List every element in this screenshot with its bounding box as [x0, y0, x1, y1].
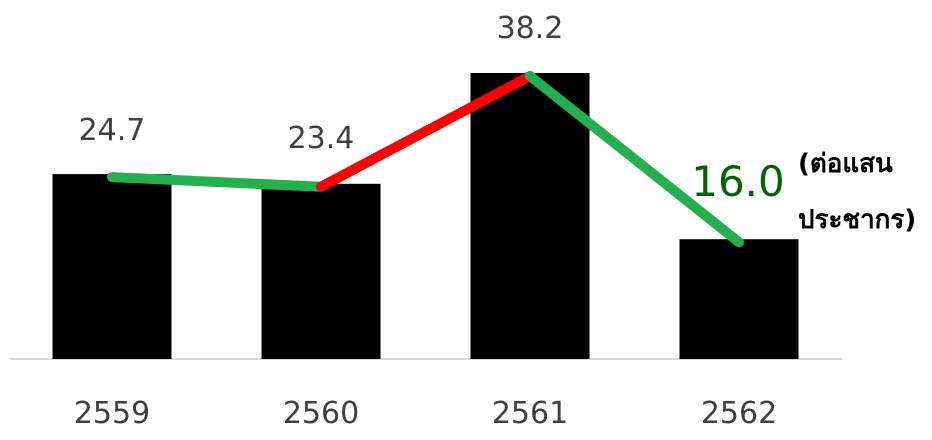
bars [52, 73, 799, 359]
value-label-2562: 16.0 [691, 157, 785, 206]
line-segment-2559-2560 [107, 172, 326, 192]
line-segment-2560-2561 [316, 71, 535, 192]
x-tick-labels: 2559 2560 2561 2562 [74, 396, 777, 431]
x-tick-label-2559: 2559 [74, 396, 150, 431]
bar-2560 [261, 183, 381, 359]
value-labels: 24.7 23.4 38.2 16.0 [79, 11, 785, 206]
x-tick-label-2560: 2560 [283, 396, 359, 431]
x-tick-label-2561: 2561 [492, 396, 568, 431]
trend-line [107, 71, 744, 248]
bar-2561 [470, 73, 590, 359]
x-tick-label-2562: 2562 [701, 396, 777, 431]
value-label-2561: 38.2 [497, 11, 564, 46]
unit-label: (ต่อแสน ประชากร) [798, 149, 917, 235]
value-label-2559: 24.7 [79, 113, 146, 148]
line-segment-2561-2562 [525, 71, 744, 248]
value-label-2560: 23.4 [288, 121, 355, 156]
bar-2559 [52, 174, 172, 359]
bar-2562 [679, 239, 799, 359]
